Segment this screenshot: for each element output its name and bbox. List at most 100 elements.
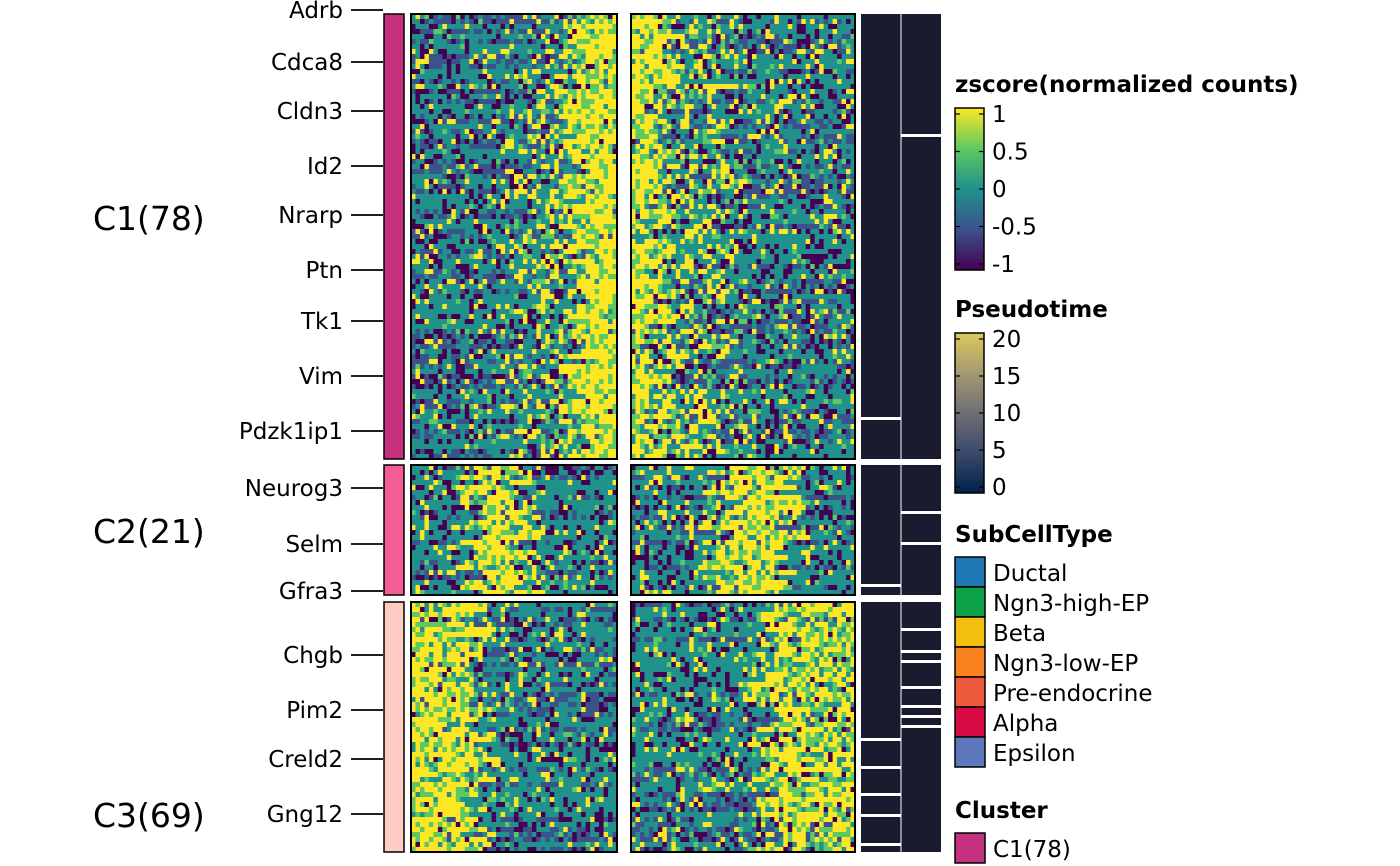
heatmap-cell	[460, 189, 466, 195]
heatmap-cell	[527, 74, 533, 80]
heatmap-cell	[594, 249, 600, 255]
heatmap-cell	[522, 69, 528, 75]
heatmap-cell	[455, 159, 461, 165]
heatmap-cell	[478, 424, 484, 430]
heatmap-cell	[558, 319, 564, 325]
heatmap-cell	[608, 274, 613, 280]
heatmap-cell	[810, 24, 816, 30]
heatmap-cell	[522, 364, 528, 370]
heatmap-cell	[711, 79, 717, 85]
heatmap-cell	[603, 229, 609, 235]
heatmap-cell	[558, 114, 564, 120]
heatmap-cell	[563, 219, 569, 225]
heatmap-cell	[428, 204, 434, 210]
heatmap-cell	[433, 349, 439, 355]
heatmap-cell	[500, 424, 506, 430]
heatmap-cell	[442, 449, 448, 455]
heatmap-cell	[536, 59, 542, 65]
heatmap-cell	[639, 19, 645, 25]
heatmap-cell	[563, 279, 569, 285]
heatmap-cell	[518, 24, 524, 30]
heatmap-cell	[585, 224, 591, 230]
heatmap-cell	[841, 54, 847, 60]
heatmap-cell	[469, 119, 475, 125]
heatmap-cell	[464, 184, 470, 190]
heatmap-cell	[549, 114, 555, 120]
heatmap-cell	[433, 254, 439, 260]
heatmap-cell	[572, 384, 578, 390]
heatmap-cell	[473, 354, 479, 360]
heatmap-cell	[527, 364, 533, 370]
heatmap-cell	[590, 139, 596, 145]
heatmap-cell	[460, 294, 466, 300]
heatmap-cell	[657, 44, 663, 50]
heatmap-cell	[411, 194, 416, 200]
heatmap-cell	[469, 19, 475, 25]
heatmap-cell	[509, 104, 515, 110]
heatmap-cell	[437, 64, 443, 70]
heatmap-cell	[428, 94, 434, 100]
heatmap-cell	[558, 244, 564, 250]
heatmap-cell	[460, 434, 466, 440]
heatmap-cell	[518, 314, 524, 320]
heatmap-cell	[482, 174, 488, 180]
heatmap-cell	[518, 279, 524, 285]
heatmap-cell	[419, 59, 425, 65]
heatmap-cell	[765, 54, 771, 60]
heatmap-cell	[491, 399, 497, 405]
heatmap-cell	[536, 179, 542, 185]
heatmap-cell	[576, 424, 582, 430]
heatmap-cell	[469, 84, 475, 90]
heatmap-cell	[585, 419, 591, 425]
heatmap-cell	[612, 244, 618, 250]
heatmap-cell	[482, 374, 488, 380]
heatmap-cell	[518, 404, 524, 410]
heatmap-cell	[518, 29, 524, 35]
heatmap-cell	[635, 94, 641, 100]
heatmap-cell	[518, 174, 524, 180]
heatmap-cell	[576, 119, 582, 125]
heatmap-cell	[442, 74, 448, 80]
heatmap-cell	[505, 49, 510, 55]
heatmap-cell	[527, 254, 533, 260]
heatmap-cell	[446, 114, 452, 120]
heatmap-cell	[612, 164, 618, 170]
heatmap-cell	[442, 49, 448, 55]
heatmap-cell	[442, 344, 448, 350]
heatmap-cell	[599, 309, 604, 315]
heatmap-cell	[509, 74, 515, 80]
heatmap-cell	[527, 34, 533, 40]
heatmap-cell	[411, 59, 416, 65]
heatmap-cell	[684, 69, 690, 75]
heatmap-cell	[778, 59, 784, 65]
heatmap-cell	[599, 179, 604, 185]
heatmap-cell	[514, 444, 519, 450]
heatmap-cell	[747, 14, 753, 20]
heatmap-cell	[783, 29, 789, 35]
heatmap-cell	[590, 364, 596, 370]
heatmap-cell	[572, 199, 578, 205]
heatmap-cell	[572, 169, 578, 175]
heatmap-cell	[469, 29, 475, 35]
heatmap-cell	[702, 54, 708, 60]
heatmap-cell	[522, 79, 528, 85]
heatmap-cell	[509, 24, 515, 30]
heatmap-cell	[662, 99, 668, 105]
heatmap-cell	[581, 424, 587, 430]
heatmap-cell	[603, 29, 609, 35]
heatmap-cell	[576, 54, 582, 60]
heatmap-cell	[671, 74, 677, 80]
heatmap-cell	[505, 409, 510, 415]
heatmap-cell	[500, 14, 506, 20]
heatmap-cell	[554, 179, 560, 185]
heatmap-cell	[514, 349, 519, 355]
heatmap-cell	[734, 19, 739, 25]
heatmap-cell	[774, 94, 780, 100]
heatmap-cell	[558, 124, 564, 130]
heatmap-cell	[608, 379, 613, 385]
heatmap-cell	[644, 44, 650, 50]
heatmap-cell	[482, 14, 488, 20]
heatmap-cell	[451, 99, 457, 105]
heatmap-cell	[810, 84, 816, 90]
heatmap-cell	[720, 99, 726, 105]
